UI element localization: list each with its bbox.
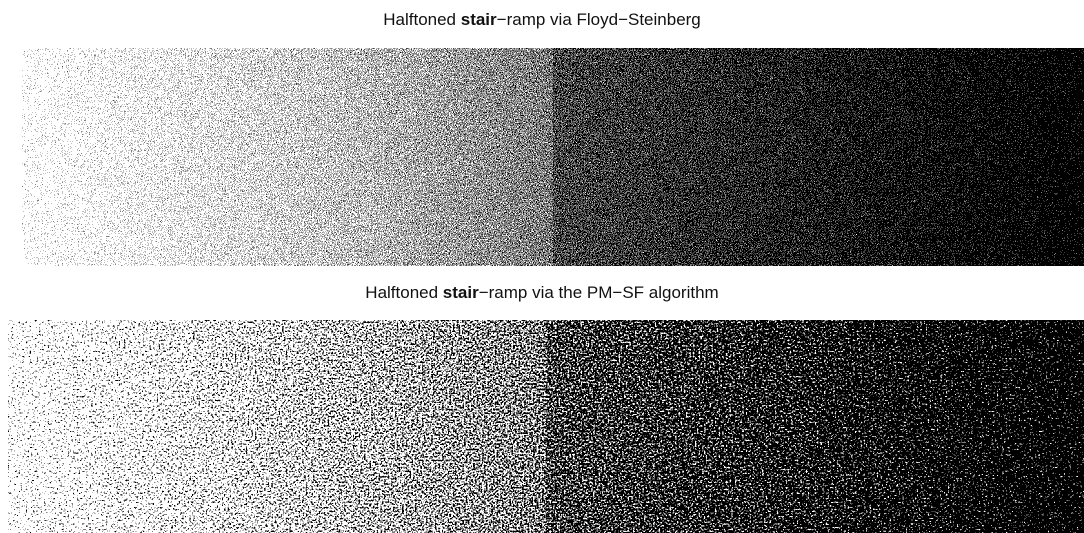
title-bold: stair (443, 283, 479, 302)
title-text: −ramp via Floyd−Steinberg (497, 10, 701, 29)
halftone-ramp (8, 320, 1084, 533)
title-text: Halftoned (383, 10, 461, 29)
halftone-image (22, 48, 1084, 266)
panel-title: Halftoned stair−ramp via Floyd−Steinberg (0, 10, 1084, 30)
panel-title: Halftoned stair−ramp via the PM−SF algor… (0, 283, 1084, 303)
title-text: Halftoned (365, 283, 443, 302)
title-bold: stair (461, 10, 497, 29)
halftone-ramp (22, 48, 1084, 266)
title-text: −ramp via the PM−SF algorithm (479, 283, 719, 302)
halftone-image (8, 320, 1084, 533)
page: {"panels": [ {"title": {"before": "Halft… (0, 0, 1084, 533)
